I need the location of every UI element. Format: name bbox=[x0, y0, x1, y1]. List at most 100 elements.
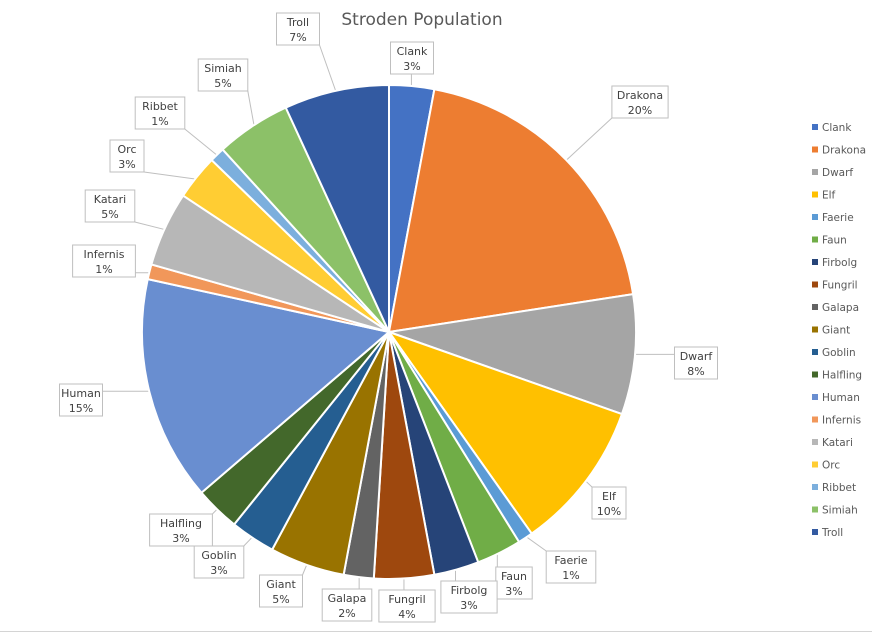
leader-line bbox=[563, 117, 613, 164]
data-label-galapa: Galapa 2% bbox=[321, 588, 373, 622]
data-label-category: Galapa bbox=[328, 592, 367, 605]
data-label-category: Infernis bbox=[84, 248, 125, 261]
legend-swatch bbox=[812, 371, 818, 378]
data-label-firbolg: Firbolg 3% bbox=[440, 580, 498, 614]
legend-item-drakona: Drakona bbox=[812, 145, 866, 157]
legend-label: Goblin bbox=[822, 347, 856, 359]
legend-label: Simiah bbox=[822, 505, 858, 517]
legend-label: Ribbet bbox=[822, 482, 856, 494]
legend-label: Troll bbox=[821, 527, 843, 539]
legend-label: Faerie bbox=[822, 212, 854, 224]
legend-swatch bbox=[812, 259, 818, 265]
data-label-box bbox=[197, 58, 249, 92]
legend-item-goblin: Goblin bbox=[812, 347, 856, 359]
legend-label: Halfling bbox=[822, 370, 862, 382]
chart-title: Stroden Population bbox=[341, 10, 502, 30]
legend-label: Dwarf bbox=[822, 167, 853, 179]
legend-label: Katari bbox=[822, 437, 853, 449]
data-label-percent: 2% bbox=[338, 607, 355, 620]
legend-swatch bbox=[812, 124, 818, 130]
data-label-category: Troll bbox=[286, 16, 309, 29]
data-label-category: Giant bbox=[266, 578, 296, 591]
legend-item-dwarf: Dwarf bbox=[812, 167, 853, 179]
data-label-percent: 4% bbox=[398, 608, 415, 621]
legend-label: Faun bbox=[822, 235, 847, 247]
data-label-percent: 3% bbox=[118, 158, 135, 171]
legend-item-giant: Giant bbox=[812, 325, 850, 337]
data-label-faun: Faun 3% bbox=[495, 566, 533, 600]
data-label-box bbox=[134, 96, 186, 130]
data-label-box bbox=[149, 513, 213, 547]
data-label-box bbox=[440, 580, 498, 614]
data-label-fungril: Fungril 4% bbox=[378, 589, 436, 623]
data-label-category: Drakona bbox=[617, 89, 663, 102]
data-label-category: Halfling bbox=[160, 517, 202, 530]
data-label-box bbox=[109, 139, 145, 173]
legend-label: Giant bbox=[822, 325, 850, 337]
pie-slice-human bbox=[141, 277, 392, 495]
data-label-percent: 3% bbox=[403, 60, 420, 73]
legend-item-ribbet: Ribbet bbox=[812, 482, 856, 494]
legend-item-katari: Katari bbox=[812, 437, 853, 449]
data-label-ribbet: Ribbet 1% bbox=[134, 96, 186, 130]
legend-label: Clank bbox=[822, 122, 852, 134]
data-label-category: Clank bbox=[397, 45, 428, 58]
data-label-katari: Katari 5% bbox=[84, 189, 136, 223]
data-label-simiah: Simiah 5% bbox=[197, 58, 249, 92]
legend-swatch bbox=[812, 191, 818, 198]
legend: Clank Drakona Dwarf Elf Faerie Faun Firbolg Fun… bbox=[812, 122, 866, 539]
legend-label: Elf bbox=[822, 190, 836, 202]
legend-label: Galapa bbox=[822, 302, 859, 314]
data-label-percent: 5% bbox=[214, 77, 231, 90]
legend-swatch bbox=[812, 326, 818, 333]
data-label-box bbox=[276, 12, 320, 46]
legend-swatch bbox=[812, 461, 818, 468]
data-label-human: Human 15% bbox=[59, 383, 103, 417]
data-label-category: Firbolg bbox=[451, 584, 488, 597]
data-label-box bbox=[390, 41, 434, 75]
data-label-category: Goblin bbox=[201, 549, 236, 562]
data-label-percent: 20% bbox=[628, 104, 652, 117]
legend-item-orc: Orc bbox=[812, 460, 840, 472]
data-label-halfling: Halfling 3% bbox=[149, 513, 213, 547]
legend-swatch bbox=[812, 394, 818, 400]
data-label-category: Faun bbox=[501, 570, 527, 583]
legend-item-firbolg: Firbolg bbox=[812, 257, 857, 269]
data-label-dwarf: Dwarf 8% bbox=[674, 346, 718, 380]
data-label-box bbox=[378, 589, 436, 623]
data-label-orc: Orc 3% bbox=[109, 139, 145, 173]
data-label-percent: 15% bbox=[69, 402, 93, 415]
data-label-elf: Elf 10% bbox=[591, 486, 627, 520]
data-label-percent: 1% bbox=[151, 115, 168, 128]
data-label-troll: Troll 7% bbox=[276, 12, 320, 46]
leader-line bbox=[134, 221, 169, 231]
legend-swatch bbox=[812, 529, 818, 535]
legend-label: Fungril bbox=[822, 280, 858, 292]
legend-swatch bbox=[812, 214, 818, 220]
data-label-drakona: Drakona 20% bbox=[611, 85, 669, 119]
data-label-percent: 3% bbox=[210, 564, 227, 577]
data-label-box bbox=[59, 383, 103, 417]
data-label-percent: 8% bbox=[687, 365, 704, 378]
data-label-category: Elf bbox=[602, 490, 617, 503]
leader-line bbox=[184, 128, 221, 158]
data-label-percent: 1% bbox=[95, 263, 112, 276]
legend-swatch bbox=[812, 281, 818, 288]
legend-label: Firbolg bbox=[822, 257, 857, 269]
data-label-faerie: Faerie 1% bbox=[545, 550, 597, 584]
legend-item-halfling: Halfling bbox=[812, 370, 862, 382]
sheet-gridline bbox=[0, 631, 872, 636]
pie-slice-drakona bbox=[387, 88, 635, 334]
pie-slice-troll bbox=[284, 83, 390, 333]
leader-line bbox=[247, 90, 256, 130]
legend-label: Infernis bbox=[822, 415, 861, 427]
data-label-category: Simiah bbox=[204, 62, 242, 75]
legend-swatch bbox=[812, 484, 818, 490]
data-label-box bbox=[611, 85, 669, 119]
data-label-box bbox=[72, 244, 136, 278]
data-label-percent: 3% bbox=[460, 599, 477, 612]
data-label-percent: 5% bbox=[272, 593, 289, 606]
data-label-giant: Giant 5% bbox=[259, 574, 303, 608]
